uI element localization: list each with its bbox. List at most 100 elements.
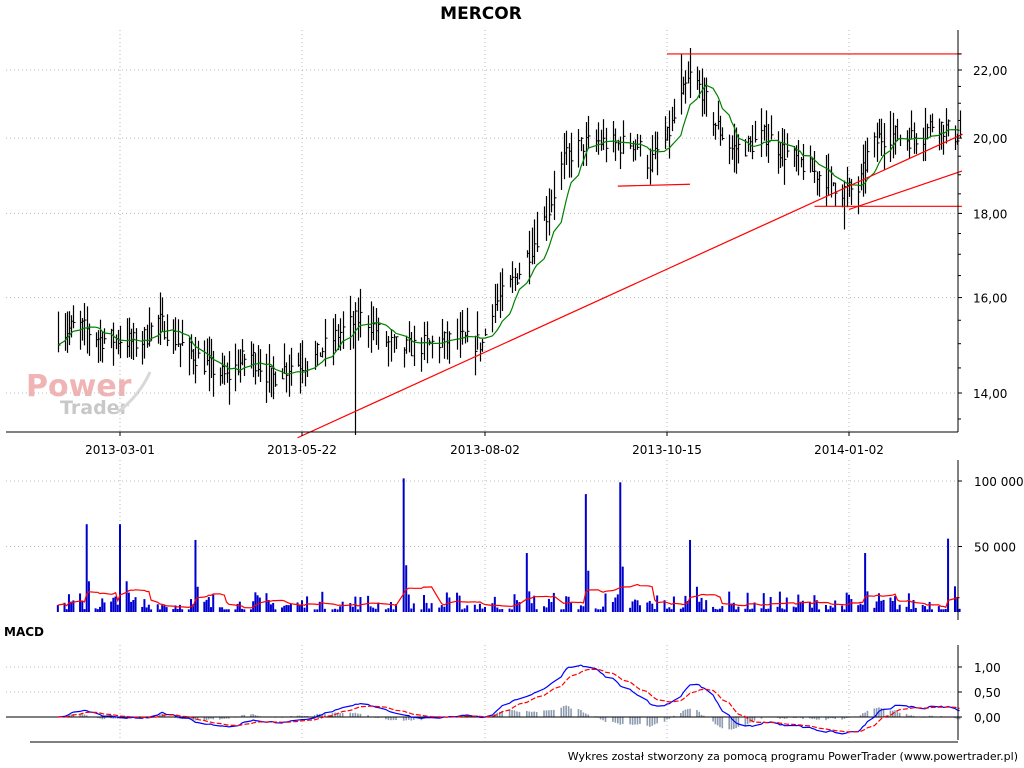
macd-histogram-bar	[225, 717, 228, 719]
macd-histogram-bar	[407, 717, 410, 720]
macd-histogram-bar	[795, 717, 797, 719]
macd-histogram-bar	[194, 717, 197, 721]
volume-bar	[56, 605, 59, 612]
volume-bar	[702, 609, 705, 612]
macd-line	[57, 664, 960, 735]
volume-bar	[577, 609, 580, 612]
volume-bar	[937, 606, 940, 612]
price-y-tick-label: 22,00	[973, 64, 1007, 78]
volume-bar	[866, 591, 869, 612]
macd-histogram-bar	[931, 715, 933, 717]
macd-histogram-bar	[221, 717, 223, 719]
volume-bar	[410, 608, 413, 612]
volume-bar	[493, 596, 496, 612]
volume-bar	[602, 606, 605, 612]
volume-bar	[463, 608, 466, 612]
macd-histogram-bar	[359, 713, 362, 717]
macd-histogram-bar	[395, 717, 397, 720]
volume-bar	[629, 607, 632, 612]
volume-bar	[87, 581, 90, 612]
volume-bar	[582, 606, 585, 612]
macd-histogram-bar	[809, 717, 811, 719]
chart-title: MERCOR	[440, 4, 522, 24]
macd-histogram-bar	[243, 714, 246, 717]
volume-bar	[187, 609, 190, 612]
volume-bar	[438, 607, 441, 612]
volume-bar	[882, 599, 885, 612]
volume-bar	[732, 602, 735, 612]
volume-bar	[560, 609, 563, 612]
volume-bar	[721, 606, 724, 612]
macd-histogram-bar	[619, 717, 622, 725]
macd-histogram-bar	[301, 715, 303, 717]
volume-bar	[910, 609, 913, 612]
macd-histogram-bar	[864, 712, 866, 717]
volume-bar	[894, 596, 897, 612]
macd-histogram-bar	[241, 715, 243, 717]
macd-histogram-bar	[516, 711, 518, 717]
macd-histogram-bar	[834, 717, 836, 719]
macd-histogram-bar	[716, 717, 719, 726]
watermark-swoosh-icon	[117, 371, 152, 414]
volume-bar	[301, 600, 303, 612]
volume-bar	[940, 609, 943, 612]
volume-bar	[339, 606, 342, 612]
macd-histogram-bar	[896, 711, 899, 717]
macd-histogram-bar	[545, 710, 548, 717]
price-y-tick-label: 14,00	[973, 387, 1007, 401]
volume-bar	[289, 603, 292, 612]
macd-histogram-bar	[811, 717, 813, 719]
macd-histogram-bar	[587, 714, 590, 717]
volume-bar	[172, 609, 175, 612]
volume-bar	[85, 524, 88, 612]
macd-histogram-bar	[550, 710, 553, 717]
volume-bar	[313, 609, 316, 612]
volume-bar	[285, 604, 288, 612]
volume-bar	[194, 539, 197, 612]
macd-histogram-bar	[894, 710, 896, 717]
volume-bar	[508, 608, 511, 612]
macd-histogram-bar	[908, 715, 910, 717]
macd-histogram-bar	[97, 717, 99, 719]
macd-histogram-bar	[577, 709, 580, 717]
macd-histogram-bar	[582, 712, 585, 717]
grid-layer	[6, 30, 958, 740]
volume-bar	[498, 609, 501, 612]
macd-histogram-bar	[646, 717, 649, 726]
volume-bar	[672, 596, 675, 612]
macd-histogram-bar	[728, 717, 731, 730]
volume-bar	[744, 608, 747, 612]
macd-histogram-bar	[781, 717, 783, 719]
x-tick-label: 2013-05-22	[267, 443, 337, 457]
macd-histogram-bar	[103, 717, 106, 720]
macd-histogram-bar	[72, 714, 75, 717]
volume-bar	[776, 606, 779, 612]
macd-histogram-bar	[114, 717, 117, 719]
macd-y-tick-label: 0,50	[974, 686, 1001, 700]
volume-bar	[134, 597, 137, 612]
price-moving-average-line	[57, 84, 960, 375]
volume-panel	[56, 478, 961, 612]
volume-bar	[570, 602, 573, 612]
volume-bar	[243, 609, 246, 612]
volume-bar	[533, 595, 536, 612]
macd-histogram-bar	[815, 717, 818, 720]
macd-histogram-bar	[303, 715, 306, 717]
volume-bar	[425, 602, 428, 612]
macd-histogram-bar	[636, 717, 639, 725]
macd-histogram-bar	[958, 717, 961, 720]
volume-bar	[594, 608, 597, 612]
volume-bar	[287, 605, 290, 612]
volume-bar	[646, 602, 649, 612]
volume-bar	[567, 596, 570, 612]
volume-bar	[653, 608, 656, 612]
macd-histogram-bar	[696, 710, 698, 717]
macd-histogram-bar	[785, 717, 788, 719]
macd-histogram-bar	[714, 717, 717, 725]
volume-bar	[412, 603, 415, 612]
volume-bar	[682, 607, 685, 612]
volume-bar	[407, 594, 410, 612]
macd-histogram-bar	[733, 717, 735, 729]
volume-bar	[83, 609, 86, 612]
macd-histogram-bar	[543, 710, 545, 717]
